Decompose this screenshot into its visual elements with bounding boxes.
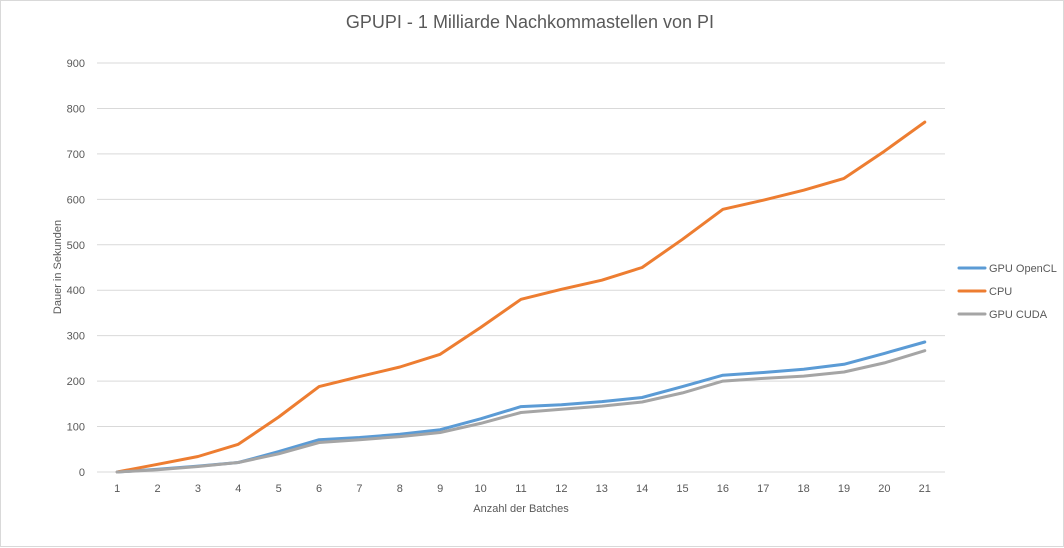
y-tick-label: 200 [67,376,85,388]
x-tick-label: 2 [155,483,161,495]
x-tick-label: 11 [515,483,526,495]
x-tick-label: 13 [596,483,608,495]
x-tick-label: 14 [636,483,648,495]
x-tick-label: 21 [919,483,931,495]
y-tick-label: 800 [67,103,85,115]
y-tick-label: 600 [67,194,85,206]
y-tick-label: 500 [67,240,85,252]
x-tick-label: 16 [717,483,729,495]
series-line-gpu-cuda [115,349,927,474]
series-line-gpu-opencl [115,340,927,474]
y-tick-label: 100 [67,422,85,434]
x-tick-label: 20 [878,483,890,495]
series-lines [115,120,927,474]
x-tick-label: 8 [397,483,403,495]
y-tick-label: 900 [67,58,85,70]
x-tick-label: 6 [316,483,322,495]
x-tick-label: 5 [276,483,282,495]
legend-label-gpu-opencl: GPU OpenCL [989,263,1057,275]
x-tick-label: 3 [195,483,201,495]
x-tick-label: 12 [555,483,567,495]
x-axis-label: Anzahl der Batches [473,503,569,515]
chart-title: GPUPI - 1 Milliarde Nachkommastellen von… [346,12,714,32]
x-tick-label: 19 [838,483,850,495]
y-axis-ticks: 0 100 200 300 400 500 600 700 800 900 [67,58,85,479]
y-tick-label: 300 [67,331,85,343]
x-tick-label: 18 [798,483,810,495]
y-tick-label: 700 [67,149,85,161]
x-tick-label: 9 [437,483,443,495]
y-tick-label: 0 [79,467,85,479]
x-tick-label: 10 [474,483,486,495]
series-line-cpu [115,120,927,474]
x-axis-ticks: 1 2 3 4 5 6 7 8 9 10 11 12 13 14 15 16 17 18 19 20 21 [114,483,931,495]
legend-label-cpu: CPU [989,286,1012,298]
y-axis-label: Dauer in Sekunden [52,220,64,314]
x-tick-label: 4 [235,483,241,495]
x-tick-label: 7 [356,483,362,495]
legend-label-gpu-cuda: GPU CUDA [989,309,1048,321]
x-tick-label: 1 [114,483,120,495]
legend: GPU OpenCL CPU GPU CUDA [957,263,1057,321]
x-tick-label: 17 [757,483,769,495]
gridlines [97,62,945,428]
y-tick-label: 400 [67,285,85,297]
x-tick-label: 15 [676,483,688,495]
